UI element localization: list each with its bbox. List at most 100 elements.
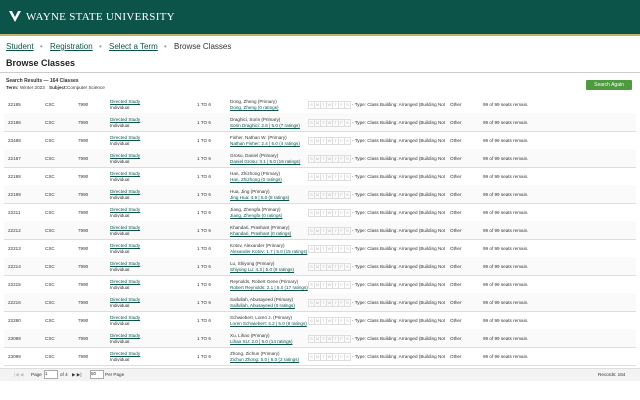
instructor: Jiang, Zhengfa (Primary)	[230, 207, 281, 212]
breadcrumb-separator: •	[40, 42, 43, 51]
campus: Other	[450, 210, 462, 215]
hours: 1 TO 6	[197, 282, 211, 287]
course-title[interactable]: Directed Study	[110, 243, 141, 248]
subject: CSC	[45, 174, 55, 179]
crn: 22214	[8, 264, 21, 269]
course-title[interactable]: Directed Study	[110, 297, 141, 302]
rating[interactable]: Robert Reynolds: 2.1 | 5.0 (17 ratings)	[230, 285, 308, 290]
breadcrumb-item[interactable]: Select a Term	[109, 42, 158, 51]
breadcrumb-item[interactable]: Student	[6, 42, 34, 51]
hours: 1 TO 6	[197, 336, 211, 341]
rating[interactable]: Alexander Kotov: 1.7 | 5.0 (15 ratings)	[230, 249, 308, 254]
breadcrumb-separator: •	[99, 42, 102, 51]
hours: 1 TO 6	[197, 102, 211, 107]
course: 7990	[78, 102, 89, 107]
meeting-day: S	[344, 137, 351, 145]
subject: CSC	[45, 300, 55, 305]
status: 99 of 99 seats remain.	[483, 300, 529, 305]
course-title[interactable]: Directed Study	[110, 189, 141, 194]
meeting-info: - Type: Class Building: Arranged (Buildi…	[352, 264, 446, 269]
status: 99 of 99 seats remain.	[483, 318, 529, 323]
page-of: of 4	[60, 372, 68, 377]
course-title[interactable]: Directed Study	[110, 207, 141, 212]
rating[interactable]: Jing Hua: 4.9 | 5.0 (8 ratings)	[230, 195, 290, 200]
campus: Other	[450, 156, 462, 161]
rating[interactable]: Jiang, Zhengfa (0 ratings)	[230, 213, 283, 218]
hours: 1 TO 6	[197, 228, 211, 233]
campus: Other	[450, 318, 462, 323]
rating[interactable]: Khandari, Prashant (0 ratings)	[230, 231, 292, 236]
schedule-type: Individual	[110, 285, 130, 290]
course-title[interactable]: Directed Study	[110, 351, 141, 356]
course-title[interactable]: Directed Study	[110, 225, 141, 230]
rating[interactable]: Daniel Grosu: 3.1 | 5.0 (16 ratings)	[230, 159, 301, 164]
first-prev[interactable]: |◀ ◀	[14, 372, 24, 377]
subject: CSC	[45, 282, 55, 287]
course-title[interactable]: Directed Study	[110, 99, 141, 104]
meeting-day: S	[344, 317, 351, 325]
meeting-day: S	[344, 335, 351, 343]
next-last[interactable]: ▶ ▶|	[72, 372, 82, 377]
crn: 22280	[8, 318, 21, 323]
meeting-info: - Type: Class Building: Arranged (Buildi…	[352, 228, 446, 233]
crn: 22188	[8, 174, 21, 179]
campus: Other	[450, 300, 462, 305]
course: 7990	[78, 318, 89, 323]
meeting-day: S	[344, 353, 351, 361]
crn: 22216	[8, 300, 21, 305]
course-title[interactable]: Directed Study	[110, 315, 141, 320]
course: 7990	[78, 120, 89, 125]
per-page-select[interactable]: 50	[90, 370, 104, 379]
schedule-type: Individual	[110, 231, 130, 236]
course-title[interactable]: Directed Study	[110, 261, 141, 266]
schedule-type: Individual	[110, 303, 130, 308]
meeting-info: - Type: Class Building: Arranged (Buildi…	[352, 300, 446, 305]
page-label: Page	[31, 372, 42, 377]
instructor: Grosu, Daniel (Primary)	[230, 153, 279, 158]
course: 7990	[78, 174, 89, 179]
status: 99 of 99 seats remain.	[483, 174, 529, 179]
rating[interactable]: Saifullah, Abusayeed (0 ratings)	[230, 303, 295, 308]
search-again-button[interactable]: Search Again	[586, 80, 632, 90]
course-title[interactable]: Directed Study	[110, 153, 141, 158]
campus: Other	[450, 336, 462, 341]
rating[interactable]: Sorin Draghici: 2.6 | 5.0 (7 ratings)	[230, 123, 300, 128]
crn: 22186	[8, 120, 21, 125]
meeting-day: S	[344, 299, 351, 307]
rating[interactable]: Zichun Zhong: 5.0 | 5.0 (2 ratings)	[230, 357, 300, 362]
status: 99 of 99 seats remain.	[483, 102, 529, 107]
table-row	[4, 347, 636, 366]
crn: 22185	[8, 102, 21, 107]
instructor: Saifullah, Abusayeed (Primary)	[230, 297, 294, 302]
schedule-type: Individual	[110, 195, 130, 200]
course-title[interactable]: Directed Study	[110, 117, 141, 122]
rating[interactable]: Shiyong Lu: 4.3 | 5.0 (9 ratings)	[230, 267, 295, 272]
course-title[interactable]: Directed Study	[110, 171, 141, 176]
per-page-label: Per Page	[105, 372, 125, 377]
subject: CSC	[45, 102, 55, 107]
breadcrumb-item: Browse Classes	[174, 42, 232, 51]
status: 99 of 99 seats remain.	[483, 246, 529, 251]
crn: 22189	[8, 192, 21, 197]
status: 99 of 99 seats remain.	[483, 120, 529, 125]
rating[interactable]: Han, Zhizhong (0 ratings)	[230, 177, 282, 182]
term-label: Term:	[6, 85, 19, 90]
meeting-day: S	[344, 101, 351, 109]
course-title[interactable]: Directed Study	[110, 279, 141, 284]
schedule-type: Individual	[110, 357, 130, 362]
status: 99 of 99 seats remain.	[483, 210, 529, 215]
subject: Computer Science	[67, 85, 105, 90]
breadcrumb-item[interactable]: Registration	[50, 42, 93, 51]
status: 99 of 99 seats remain.	[483, 354, 529, 359]
instructor: Fisher, Nathan W. (Primary)	[230, 135, 287, 140]
course-title[interactable]: Directed Study	[110, 333, 141, 338]
meeting-day: S	[344, 191, 351, 199]
course-title[interactable]: Directed Study	[110, 135, 141, 140]
page-input[interactable]: 1	[44, 370, 58, 379]
rating[interactable]: Nathan Fisher: 2.4 | 5.0 (4 ratings)	[230, 141, 300, 146]
course: 7990	[78, 264, 89, 269]
rating[interactable]: Lihao XU: 2.0 | 5.0 (14 ratings)	[230, 339, 293, 344]
rating[interactable]: Loren Schwiebert: 4.2 | 5.0 (8 ratings)	[230, 321, 307, 326]
rating[interactable]: Dong, Zheng (0 ratings)	[230, 105, 279, 110]
